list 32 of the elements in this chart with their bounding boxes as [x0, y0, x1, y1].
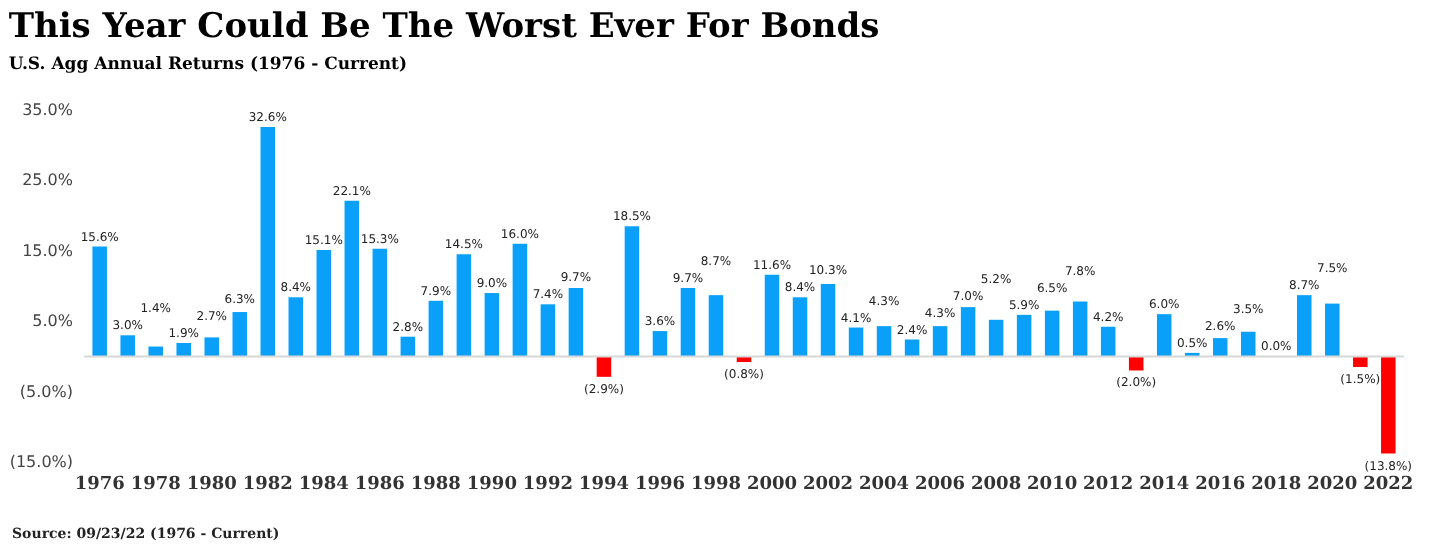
x-tick-label: 1994 — [578, 475, 629, 495]
y-tick-label: 5.0% — [32, 312, 74, 331]
y-tick-label: 35.0% — [22, 101, 74, 119]
y-tick-label: (5.0%) — [19, 382, 73, 401]
x-tick-label: 2004 — [859, 475, 910, 495]
x-tick-label: 1978 — [130, 475, 181, 495]
x-tick-label: 1990 — [466, 475, 517, 495]
x-tick-label: 2008 — [971, 475, 1022, 495]
x-tick-label: 2010 — [1027, 475, 1078, 495]
x-tick-label: 2002 — [802, 475, 854, 495]
x-tick-label: 1998 — [690, 475, 742, 495]
x-tick-label: 1988 — [410, 475, 461, 495]
chart-title: This Year Could Be The Worst Ever For Bonds — [8, 7, 880, 47]
x-tick-label: 1982 — [242, 475, 293, 495]
x-tick-label: 2000 — [746, 475, 798, 495]
x-tick-label: 1984 — [298, 475, 349, 495]
x-tick-label: 2016 — [1195, 475, 1246, 495]
x-tick-label: 1992 — [522, 475, 573, 495]
x-tick-label: 2006 — [915, 475, 966, 495]
y-tick-label: 25.0% — [22, 171, 74, 190]
chart-subtitle: U.S. Agg Annual Returns (1976 - Current) — [8, 55, 408, 75]
x-tick-label: 1996 — [634, 475, 686, 495]
x-tick-label: 2020 — [1307, 475, 1358, 495]
x-tick-label: 2012 — [1083, 475, 1134, 495]
x-tick-label: 2014 — [1139, 475, 1190, 495]
x-tick-label: 2022 — [1363, 475, 1414, 495]
x-tick-label: 1976 — [74, 475, 125, 495]
x-tick-label: 1986 — [354, 475, 405, 495]
y-tick-label: (15.0%) — [9, 453, 73, 471]
x-tick-label: 2018 — [1251, 475, 1302, 495]
y-tick-label: 15.0% — [22, 241, 74, 260]
x-tick-label: 1980 — [186, 475, 237, 495]
